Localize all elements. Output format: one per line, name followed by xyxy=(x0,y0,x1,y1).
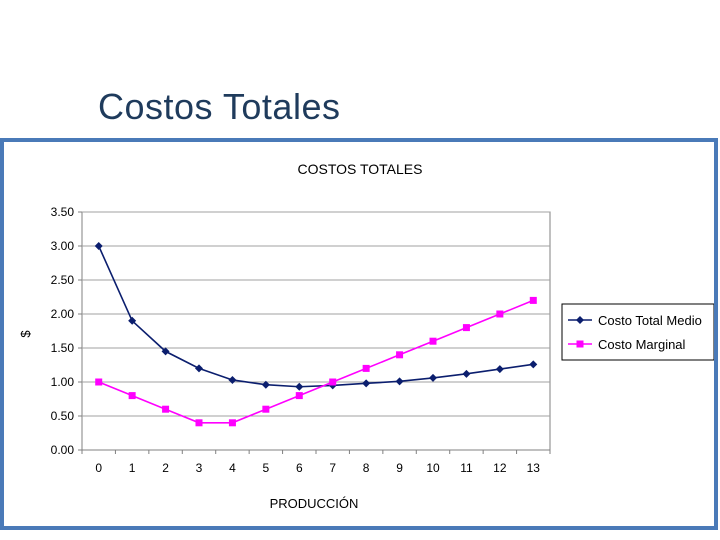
data-point-diamond xyxy=(362,379,371,388)
data-point-diamond xyxy=(429,373,437,382)
data-point-diamond xyxy=(395,377,404,386)
x-tick-label: 5 xyxy=(263,461,270,475)
data-point-square xyxy=(262,405,270,413)
chart-frame: COSTOS TOTALES PRODUCCIÓN $ 0.00 0.50 1.00… xyxy=(0,138,718,530)
line-chart: COSTOS TOTALES PRODUCCIÓN $ 0.00 0.50 1.00… xyxy=(18,161,714,511)
data-point-square xyxy=(429,337,437,345)
y-axis-label: $ xyxy=(18,330,33,338)
chart-title: COSTOS TOTALES xyxy=(297,161,422,177)
y-tick-label: 1.50 xyxy=(51,341,75,355)
y-tick-label: 0.00 xyxy=(51,443,75,457)
x-tick-label: 4 xyxy=(229,461,236,475)
data-point-diamond xyxy=(462,369,471,378)
y-tick-label: 1.00 xyxy=(51,375,75,389)
data-point-square xyxy=(95,378,103,386)
x-tick-label: 9 xyxy=(396,461,403,475)
data-point-square xyxy=(396,351,404,359)
legend-label: Costo Marginal xyxy=(598,337,686,352)
y-tick-label: 2.50 xyxy=(51,273,75,287)
data-point-square xyxy=(195,419,203,427)
legend-marker-square xyxy=(576,340,584,348)
data-point-diamond xyxy=(128,316,137,325)
data-point-square xyxy=(162,405,170,413)
x-tick-label: 6 xyxy=(296,461,303,475)
x-tick-label: 8 xyxy=(363,461,370,475)
data-point-diamond xyxy=(195,364,203,373)
y-tick-label: 3.50 xyxy=(51,205,75,219)
data-point-square xyxy=(329,378,337,386)
x-tick-label: 7 xyxy=(329,461,336,475)
x-tick-label: 3 xyxy=(196,461,203,475)
legend-box xyxy=(561,303,714,361)
data-point-square xyxy=(295,392,303,400)
data-point-square xyxy=(362,364,370,372)
data-point-diamond xyxy=(94,242,103,250)
y-tick-label: 3.00 xyxy=(51,239,75,253)
data-point-square xyxy=(529,296,537,304)
data-point-square xyxy=(462,324,470,332)
data-point-diamond xyxy=(228,375,237,384)
data-point-square xyxy=(228,419,236,427)
data-point-diamond xyxy=(161,347,170,356)
x-tick-label: 0 xyxy=(95,461,102,475)
data-point-diamond xyxy=(529,360,538,369)
data-point-diamond xyxy=(261,380,270,389)
data-point-diamond xyxy=(495,365,504,374)
series-line-1 xyxy=(98,299,534,424)
x-tick-label: 11 xyxy=(460,461,473,475)
x-tick-label: 2 xyxy=(162,461,169,475)
x-axis-label: PRODUCCIÓN xyxy=(270,496,359,511)
plot-area xyxy=(81,211,551,451)
x-tick-label: 10 xyxy=(426,461,440,475)
data-point-square xyxy=(496,310,504,318)
y-tick-label: 2.00 xyxy=(51,307,75,321)
x-tick-label: 13 xyxy=(527,461,541,475)
legend-label: Costo Total Medio xyxy=(598,313,702,328)
y-tick-label: 0.50 xyxy=(51,409,75,423)
data-point-square xyxy=(128,392,136,400)
legend-marker-diamond xyxy=(576,316,584,324)
series-line-0 xyxy=(97,245,534,388)
x-tick-label: 12 xyxy=(493,461,507,475)
data-point-diamond xyxy=(295,382,304,391)
slide-title: Costos Totales xyxy=(98,86,341,127)
x-tick-label: 1 xyxy=(129,461,136,475)
